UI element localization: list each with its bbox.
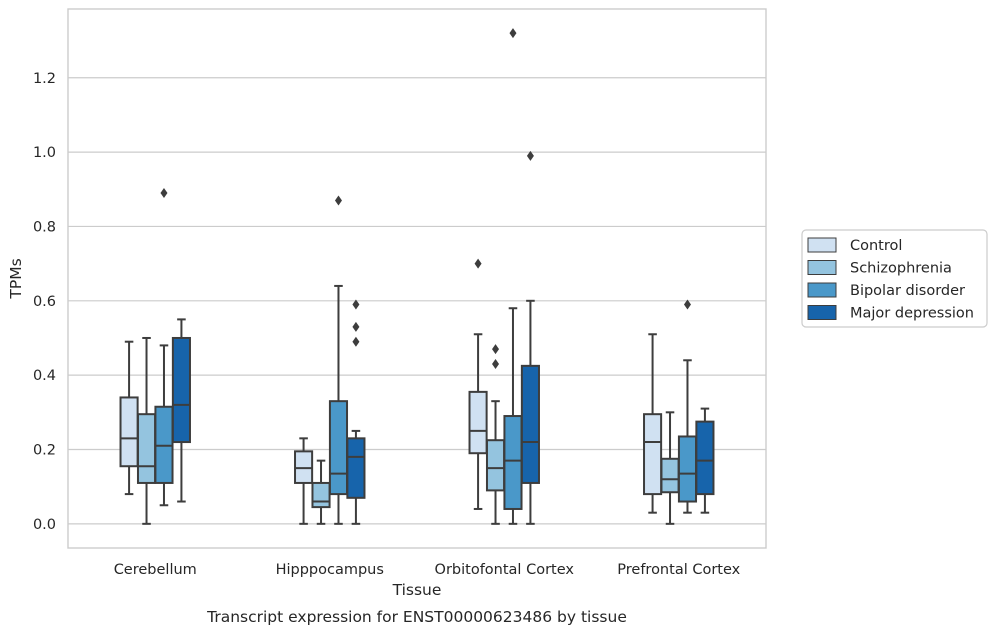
box-3-1 — [346, 299, 366, 525]
x-tick-label: Prefrontal Cortex — [617, 562, 740, 578]
chart-title: Transcript expression for ENST0000062348… — [206, 608, 627, 626]
legend-swatch — [807, 282, 837, 298]
box-0-3 — [643, 333, 663, 514]
box-3-3 — [695, 407, 715, 514]
y-tick-label: 0.0 — [33, 517, 56, 533]
outlier-marker — [492, 358, 500, 369]
outlier-marker — [683, 299, 691, 310]
box-series — [119, 28, 715, 525]
box-body — [520, 364, 540, 484]
outlier-marker — [526, 150, 534, 161]
outlier-marker — [352, 321, 360, 332]
box-1-0 — [136, 336, 157, 525]
x-axis-ticks: Cerebellum Hipppocampus Orbitofontal Corte… — [114, 562, 741, 578]
outlier-marker — [352, 336, 360, 347]
legend-swatch — [807, 305, 837, 320]
box-3-0 — [171, 318, 191, 503]
outlier-marker — [352, 299, 360, 310]
x-tick-label: Cerebellum — [114, 562, 197, 578]
outlier-marker — [509, 28, 517, 39]
legend-swatch — [807, 260, 837, 275]
box-0-2 — [468, 258, 488, 510]
y-axis-label: TPMs — [7, 258, 25, 299]
box-body — [136, 413, 157, 484]
box-3-2 — [520, 150, 540, 525]
box-body — [119, 396, 139, 468]
box-1-1 — [311, 459, 331, 525]
legend-frame — [801, 229, 988, 328]
box-2-3 — [677, 299, 698, 514]
box-body — [643, 413, 663, 496]
box-body — [503, 415, 523, 510]
x-tick-label: Orbitofontal Cortex — [435, 562, 575, 578]
legend-swatch — [807, 237, 837, 253]
outlier-marker — [492, 344, 500, 355]
box-body — [311, 481, 331, 509]
y-tick-label: 0.6 — [33, 294, 56, 310]
box-2-0 — [154, 188, 174, 507]
y-tick-label: 1.0 — [33, 145, 56, 161]
box-0-1 — [294, 437, 314, 525]
y-tick-label: 0.4 — [33, 368, 56, 384]
outlier-marker — [160, 188, 168, 199]
legend-label: Major depression — [850, 306, 974, 322]
box-0-0 — [119, 340, 139, 496]
box-body — [660, 457, 680, 494]
y-tick-label: 1.2 — [33, 71, 56, 87]
x-axis-label: Tissue — [392, 581, 442, 599]
y-tick-label: 0.2 — [33, 442, 56, 458]
box-1-2 — [485, 344, 506, 525]
y-axis-ticks: 0.0 0.2 0.4 0.6 0.8 1.0 1.2 — [33, 71, 56, 533]
outlier-marker — [474, 258, 482, 269]
box-body — [468, 390, 488, 455]
box-body — [346, 437, 366, 499]
box-body — [485, 439, 506, 492]
legend-label: Control — [850, 238, 902, 254]
box-body — [328, 400, 349, 496]
x-tick-label: Hipppocampus — [276, 562, 384, 578]
outlier-marker — [334, 195, 342, 206]
legend-label: Bipolar disorder — [850, 283, 965, 299]
y-tick-label: 0.8 — [33, 219, 56, 235]
box-body — [171, 336, 191, 444]
legend-label: Schizophrenia — [850, 261, 952, 277]
box-body — [695, 420, 715, 496]
box-body — [677, 435, 698, 503]
plot-frame — [67, 8, 767, 549]
legend: Control Schizophrenia Bipolar disorder Majo… — [801, 229, 988, 328]
